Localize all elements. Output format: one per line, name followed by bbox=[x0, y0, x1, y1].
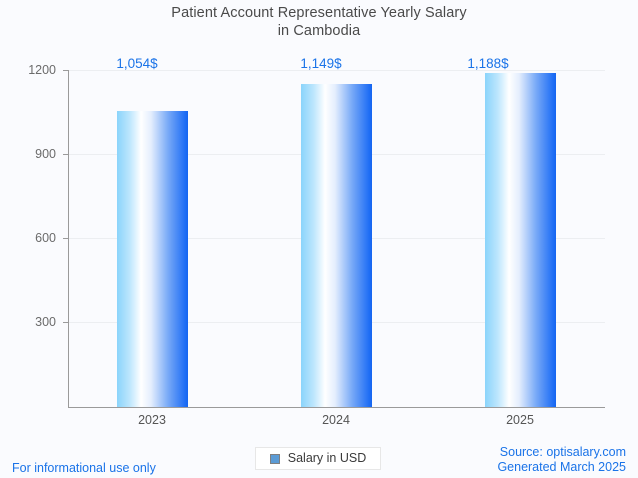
x-tick-label-2023: 2023 bbox=[138, 413, 166, 427]
gridline-1200 bbox=[68, 70, 605, 71]
y-tick-label-300: 300 bbox=[35, 315, 56, 329]
bar-value-label-2024: 1,149$ bbox=[300, 56, 342, 71]
disclaimer-text: For informational use only bbox=[12, 461, 156, 475]
source-text: Source: optisalary.com bbox=[499, 445, 626, 459]
x-axis-line bbox=[68, 407, 605, 408]
y-tick-label-1200: 1200 bbox=[28, 63, 56, 77]
bar-2025[interactable] bbox=[485, 73, 556, 407]
chart-legend[interactable]: Salary in USD bbox=[255, 447, 381, 470]
y-axis-line bbox=[68, 70, 69, 408]
bar-value-label-2023: 1,054$ bbox=[116, 56, 158, 71]
chart-title: Patient Account Representative Yearly Sa… bbox=[0, 4, 638, 40]
bar-value-label-2025: 1,188$ bbox=[467, 56, 509, 71]
legend-swatch-icon bbox=[269, 453, 280, 464]
y-tick-mark-600 bbox=[63, 238, 68, 239]
y-tick-label-600: 600 bbox=[35, 231, 56, 245]
y-tick-mark-900 bbox=[63, 154, 68, 155]
y-tick-label-900: 900 bbox=[35, 147, 56, 161]
legend-label-salary: Salary in USD bbox=[287, 451, 367, 465]
chart-title-line-2: in Cambodia bbox=[277, 23, 361, 39]
x-tick-label-2024: 2024 bbox=[322, 413, 350, 427]
plot-area bbox=[68, 70, 605, 407]
source-attribution: Source: optisalary.com Generated March 2… bbox=[497, 445, 626, 475]
bar-2023[interactable] bbox=[117, 111, 188, 407]
y-tick-mark-322 bbox=[63, 322, 68, 323]
x-tick-label-2025: 2025 bbox=[506, 413, 534, 427]
chart-title-line-1: Patient Account Representative Yearly Sa… bbox=[171, 5, 467, 21]
y-tick-mark-1200 bbox=[63, 70, 68, 71]
generated-date-text: Generated March 2025 bbox=[497, 460, 626, 474]
bar-2024[interactable] bbox=[301, 84, 372, 407]
